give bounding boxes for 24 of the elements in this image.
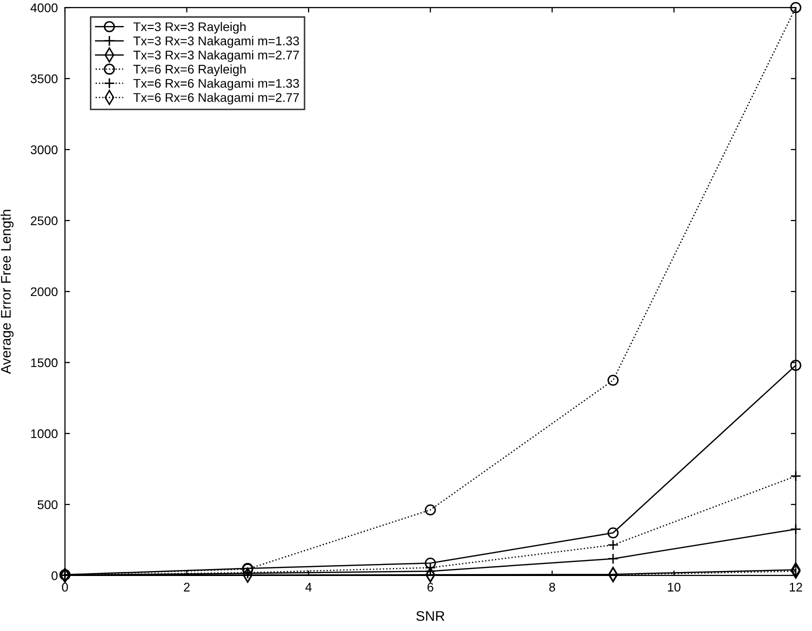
x-tick-label: 8: [549, 582, 556, 592]
y-tick-label: 3500: [30, 74, 58, 84]
x-tick-label: 2: [184, 582, 190, 592]
x-tick-label: 12: [790, 582, 802, 592]
x-tick-label: 6: [428, 582, 434, 592]
legend-label: Tx=3 Rx=3 Nakagami m=2.77: [133, 50, 299, 62]
legend-label: Tx=3 Rx=3 Nakagami m=1.33: [133, 36, 299, 48]
y-tick-label: 4000: [30, 3, 58, 12]
legend-label: Tx=6 Rx=6 Rayleigh: [133, 64, 246, 76]
legend-label: Tx=6 Rx=6 Nakagami m=1.33: [133, 78, 299, 90]
y-tick-label: 1500: [31, 358, 58, 368]
y-tick-label: 0: [52, 571, 58, 580]
x-tick-label: 0: [62, 582, 68, 592]
x-tick-label: 10: [668, 582, 680, 592]
y-tick-label: 2500: [30, 216, 58, 226]
y-tick-label: 2000: [30, 287, 58, 296]
x-tick-label: 4: [305, 582, 312, 592]
y-axis-title: Average Error Free Length: [0, 210, 14, 374]
y-tick-label: 500: [38, 500, 58, 510]
x-axis-title: SNR: [416, 611, 444, 621]
y-tick-label: 3000: [30, 145, 58, 154]
legend-label: Tx=3 Rx=3 Rayleigh: [133, 22, 246, 34]
y-tick-label: 1000: [31, 429, 58, 438]
legend-label: Tx=6 Rx=6 Nakagami m=2.77: [133, 92, 299, 104]
